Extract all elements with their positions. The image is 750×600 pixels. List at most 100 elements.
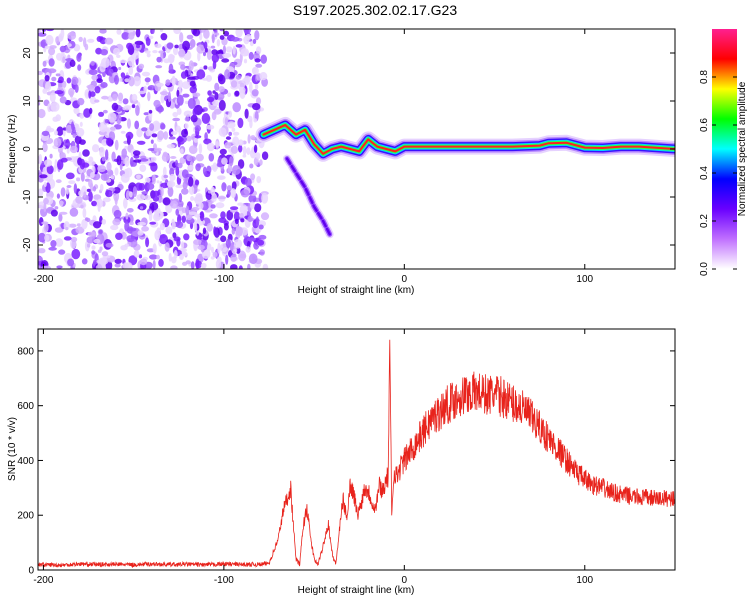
noise-blob bbox=[120, 130, 126, 134]
noise-blob bbox=[232, 136, 240, 147]
noise-blob bbox=[258, 224, 264, 230]
noise-blob bbox=[73, 183, 78, 194]
noise-blob bbox=[245, 246, 251, 253]
noise-blob bbox=[249, 163, 254, 169]
noise-blob bbox=[260, 212, 270, 221]
noise-blob bbox=[55, 179, 62, 184]
noise-blob bbox=[225, 136, 232, 140]
noise-blob bbox=[175, 184, 184, 189]
noise-blob bbox=[167, 186, 174, 197]
noise-blob bbox=[125, 131, 134, 140]
noise-blob bbox=[100, 82, 108, 88]
noise-blob bbox=[128, 32, 135, 40]
noise-blob bbox=[66, 77, 72, 84]
noise-blob bbox=[255, 63, 263, 68]
noise-blob bbox=[184, 100, 189, 105]
noise-blob bbox=[123, 216, 131, 224]
y-tick-label: 200 bbox=[17, 511, 34, 522]
noise-blob bbox=[152, 174, 156, 185]
noise-blob bbox=[231, 127, 236, 132]
noise-blob bbox=[214, 92, 219, 100]
noise-blob bbox=[69, 145, 78, 154]
noise-blob bbox=[45, 29, 54, 32]
noise-blob bbox=[193, 137, 199, 143]
noise-blob bbox=[165, 226, 173, 235]
noise-blob bbox=[80, 172, 85, 182]
noise-blob bbox=[208, 153, 215, 162]
colorbar-tick-label: 0.2 bbox=[699, 214, 710, 228]
noise-blob bbox=[150, 139, 154, 144]
noise-blob bbox=[42, 142, 48, 153]
noise-blob bbox=[218, 127, 227, 137]
noise-blob bbox=[203, 138, 212, 145]
y-tick-label: 800 bbox=[17, 346, 34, 357]
noise-blob bbox=[96, 78, 103, 84]
noise-blob bbox=[195, 258, 200, 269]
noise-blob bbox=[187, 98, 196, 109]
noise-blob bbox=[230, 206, 239, 211]
noise-blob bbox=[143, 85, 147, 94]
noise-blob bbox=[136, 174, 141, 180]
noise-blob bbox=[55, 238, 64, 247]
noise-blob bbox=[91, 250, 96, 255]
noise-blob bbox=[110, 175, 115, 180]
y-tick-label: 10 bbox=[22, 95, 33, 107]
noise-blob bbox=[180, 148, 184, 154]
spectrogram-noise bbox=[38, 29, 270, 269]
noise-blob bbox=[64, 142, 72, 146]
noise-blob bbox=[56, 126, 64, 136]
noise-blob bbox=[128, 66, 134, 75]
noise-blob bbox=[152, 195, 159, 202]
spectrogram-y-ticks: -20 -10 0 10 20 bbox=[22, 47, 675, 252]
noise-blob bbox=[50, 209, 58, 217]
noise-blob bbox=[194, 213, 201, 218]
noise-blob bbox=[248, 51, 254, 60]
noise-blob bbox=[166, 42, 174, 49]
noise-blob bbox=[38, 154, 43, 165]
snr-x-label: Height of straight line (km) bbox=[298, 585, 415, 596]
spectrogram-y-label: Frequency (Hz) bbox=[7, 115, 18, 184]
noise-blob bbox=[232, 165, 241, 175]
noise-blob bbox=[100, 173, 110, 181]
noise-blob bbox=[160, 123, 166, 130]
noise-blob bbox=[230, 145, 238, 154]
noise-blob bbox=[104, 119, 110, 124]
noise-blob bbox=[175, 208, 179, 216]
noise-blob bbox=[75, 196, 83, 204]
noise-blob bbox=[116, 155, 122, 166]
noise-blob bbox=[84, 217, 89, 222]
noise-blob bbox=[124, 145, 128, 150]
noise-blob bbox=[172, 111, 178, 118]
noise-blob bbox=[124, 105, 132, 109]
noise-blob bbox=[141, 191, 148, 195]
noise-blob bbox=[149, 201, 159, 211]
noise-blob bbox=[104, 37, 114, 45]
noise-blob bbox=[118, 66, 122, 71]
noise-blob bbox=[97, 249, 102, 253]
noise-blob bbox=[206, 96, 215, 103]
noise-blob bbox=[178, 193, 183, 203]
noise-blob bbox=[218, 99, 226, 111]
noise-blob bbox=[228, 131, 232, 136]
noise-blob bbox=[153, 99, 161, 108]
noise-blob bbox=[239, 89, 246, 99]
noise-blob bbox=[124, 156, 130, 167]
noise-blob bbox=[230, 80, 238, 88]
noise-blob bbox=[221, 247, 229, 257]
noise-blob bbox=[182, 261, 188, 266]
noise-blob bbox=[251, 89, 259, 97]
noise-blob bbox=[230, 188, 236, 199]
noise-blob bbox=[233, 58, 242, 68]
noise-blob bbox=[39, 174, 48, 179]
noise-blob bbox=[175, 159, 178, 167]
noise-blob bbox=[150, 156, 157, 162]
noise-blob bbox=[181, 81, 191, 89]
noise-blob bbox=[179, 254, 184, 260]
noise-blob bbox=[71, 248, 81, 260]
noise-blob bbox=[235, 29, 243, 38]
noise-blob bbox=[211, 49, 218, 56]
noise-blob bbox=[262, 263, 269, 269]
noise-blob bbox=[166, 144, 176, 149]
y-tick-label: 600 bbox=[17, 401, 34, 412]
noise-blob bbox=[169, 173, 176, 182]
